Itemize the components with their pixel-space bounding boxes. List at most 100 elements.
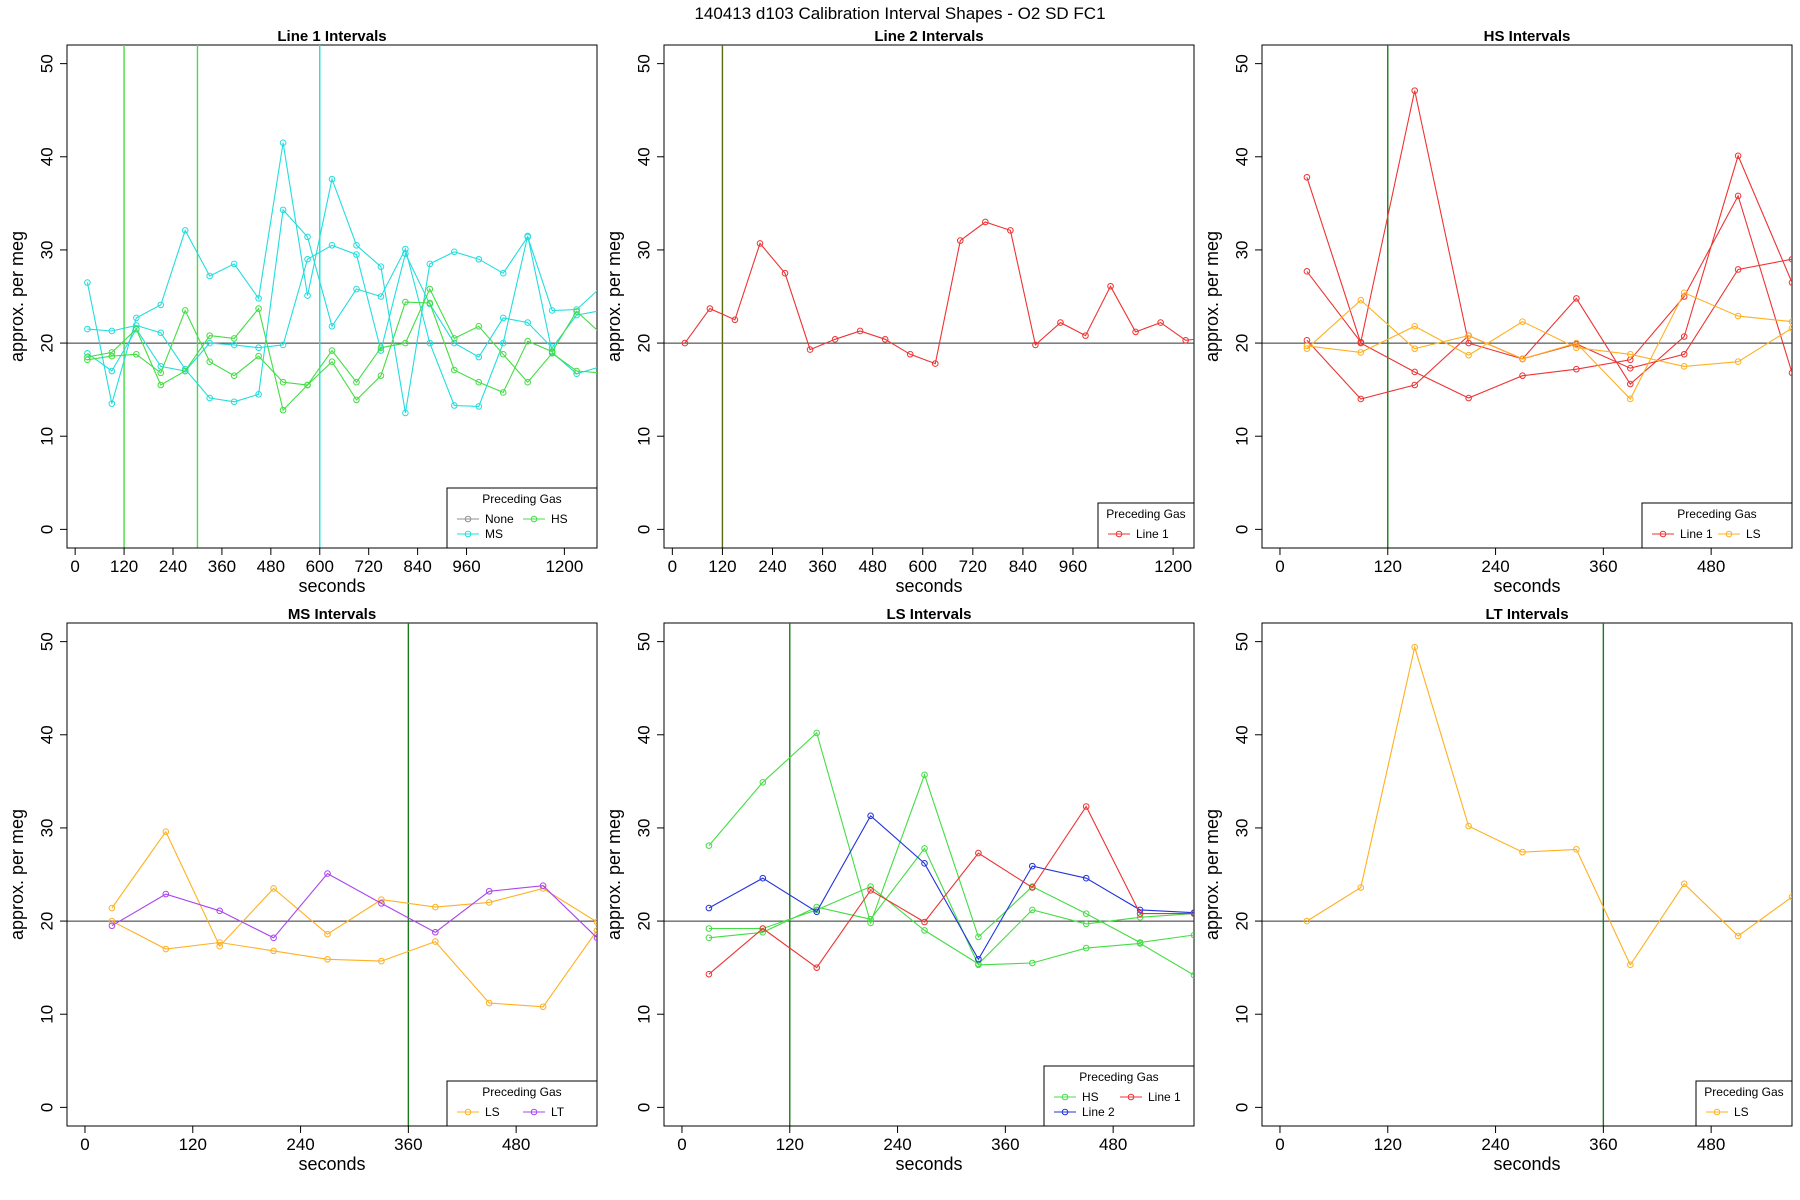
data-point [1303, 917, 1311, 925]
y-tick-label: 40 [38, 725, 57, 744]
data-point [831, 336, 839, 343]
legend-swatch-point [530, 1108, 538, 1116]
series-line [111, 872, 597, 939]
data-point [1303, 342, 1311, 350]
data-point [324, 955, 331, 963]
x-tick-label: 840 [1009, 557, 1037, 576]
data-point [485, 887, 493, 895]
data-point [1519, 355, 1526, 363]
x-tick-label: 120 [110, 557, 138, 576]
data-point [108, 349, 116, 356]
data-point [216, 942, 224, 950]
x-axis-label: seconds [1493, 1154, 1560, 1174]
legend-swatch-point [464, 530, 472, 538]
y-tick-label: 50 [38, 54, 57, 73]
y-tick-label: 20 [635, 912, 654, 931]
legend-swatch-point [1659, 530, 1667, 538]
series-line [684, 221, 1194, 365]
legend-swatch-point [1115, 530, 1123, 538]
x-tick-label: 480 [1697, 1135, 1725, 1154]
data-point [1190, 931, 1194, 939]
x-tick-label: 480 [1099, 1135, 1127, 1154]
data-point [1082, 920, 1090, 928]
data-point [84, 325, 91, 333]
data-point [133, 350, 140, 358]
data-point [255, 391, 262, 398]
data-point [230, 372, 238, 379]
legend-box [1695, 1080, 1793, 1127]
y-tick-label: 0 [38, 525, 57, 534]
data-point [402, 339, 409, 347]
y-tick-label: 30 [38, 818, 57, 837]
y-tick-label: 0 [635, 1103, 654, 1112]
data-point [353, 378, 360, 386]
y-tick-label: 50 [635, 54, 654, 73]
data-point [206, 332, 213, 339]
plot-area [67, 45, 597, 548]
data-point [1029, 959, 1036, 967]
data-point [1411, 381, 1419, 389]
data-point [593, 927, 597, 934]
legend-entry-label: HS [1082, 1090, 1099, 1104]
data-point [84, 356, 91, 364]
data-point [255, 305, 262, 312]
data-point [402, 250, 409, 257]
y-axis: 0 10 20 30 40 50 approx. per meg [7, 632, 68, 1112]
legend-entry-label: HS [551, 512, 568, 526]
data-point [705, 934, 713, 942]
x-axis: 0 120 240 360 480 600 720 840 960 1200 seconds [668, 547, 1192, 596]
plot-area [664, 45, 1194, 548]
data-point [1082, 332, 1089, 339]
data-point [84, 279, 91, 286]
series-line [87, 301, 597, 412]
plot-frame [663, 44, 1195, 549]
y-tick-label: 0 [38, 1103, 57, 1112]
data-point [539, 882, 547, 889]
data-point [1465, 394, 1472, 402]
y-tick-label: 40 [635, 725, 654, 744]
figure-title: 140413 d103 Calibration Interval Shapes … [694, 4, 1105, 23]
data-point [162, 945, 170, 953]
data-point [975, 955, 982, 963]
data-point [1029, 884, 1036, 891]
panel-title: Line 2 Intervals [874, 28, 983, 45]
legend-swatch-point [1127, 1093, 1135, 1101]
data-point [181, 227, 189, 234]
legend: Preceding Gas Line 1 [1097, 502, 1195, 549]
legend: Preceding Gas LS [1695, 1080, 1793, 1127]
plot-area [1262, 45, 1792, 548]
data-point [304, 255, 311, 263]
data-point [432, 903, 439, 911]
series-line [87, 287, 597, 386]
legend-title: Preceding Gas [1079, 1070, 1158, 1084]
data-point [1107, 282, 1114, 290]
data-point [279, 406, 287, 414]
series-line [1306, 90, 1792, 385]
data-point [353, 285, 360, 293]
data-point [1136, 940, 1144, 947]
data-point [1788, 324, 1792, 332]
data-point [731, 316, 739, 324]
y-tick-label: 30 [635, 818, 654, 837]
plot-frame [1261, 44, 1793, 549]
data-point [921, 927, 928, 934]
data-point [921, 918, 928, 926]
data-point [1465, 332, 1472, 339]
data-point [485, 999, 493, 1007]
data-point [1357, 296, 1365, 304]
plot-frame [663, 622, 1195, 1127]
series-line [87, 208, 597, 407]
x-tick-label: 480 [858, 557, 886, 576]
y-axis: 0 10 20 30 40 50 approx. per meg [1202, 54, 1263, 534]
y-tick-label: 40 [1233, 725, 1252, 744]
x-tick-label: 120 [1374, 1135, 1402, 1154]
x-tick-label: 0 [80, 1135, 89, 1154]
data-point [426, 339, 434, 347]
y-tick-label: 40 [1233, 147, 1252, 166]
legend-swatch-point [464, 1108, 472, 1116]
y-tick-label: 0 [1233, 1103, 1252, 1112]
data-point [975, 933, 982, 941]
y-tick-label: 0 [635, 525, 654, 534]
data-point [377, 293, 385, 300]
legend-box [1641, 502, 1793, 549]
